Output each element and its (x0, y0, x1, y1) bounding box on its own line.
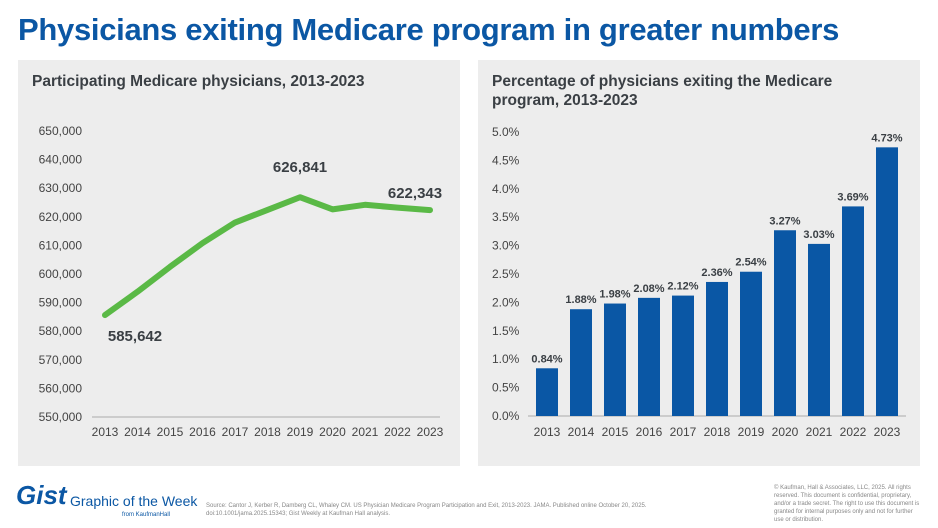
bar (808, 243, 830, 416)
x-tick-label: 2022 (384, 425, 411, 439)
y-tick-label: 630,000 (39, 181, 83, 195)
x-tick-label: 2023 (417, 425, 444, 439)
bar (774, 230, 796, 416)
x-tick-label: 2023 (874, 425, 901, 439)
y-tick-label: 4.5% (492, 153, 520, 167)
bar (604, 303, 626, 416)
data-label: 0.84% (531, 353, 562, 365)
x-tick-label: 2013 (92, 425, 119, 439)
data-label: 2.54% (735, 257, 766, 269)
data-label: 1.98% (599, 289, 630, 301)
line-chart-panel: Participating Medicare physicians, 2013-… (18, 60, 460, 466)
bar (706, 281, 728, 416)
data-label: 3.69% (837, 191, 868, 203)
data-label: 585,642 (108, 328, 162, 345)
bar (876, 147, 898, 416)
x-tick-label: 2018 (704, 425, 731, 439)
y-tick-label: 4.0% (492, 182, 520, 196)
x-tick-label: 2019 (287, 425, 314, 439)
x-tick-label: 2017 (222, 425, 249, 439)
y-tick-label: 610,000 (39, 238, 83, 252)
x-tick-label: 2017 (670, 425, 697, 439)
y-tick-label: 0.0% (492, 409, 520, 423)
data-label: 626,841 (273, 159, 327, 176)
x-tick-label: 2018 (254, 425, 281, 439)
y-tick-label: 1.5% (492, 324, 520, 338)
x-tick-label: 2021 (352, 425, 379, 439)
y-tick-label: 600,000 (39, 267, 83, 281)
y-tick-label: 3.5% (492, 210, 520, 224)
y-tick-label: 640,000 (39, 153, 83, 167)
bar (672, 295, 694, 416)
x-tick-label: 2020 (772, 425, 799, 439)
data-label: 3.27% (769, 215, 800, 227)
y-tick-label: 620,000 (39, 210, 83, 224)
line-chart-title: Participating Medicare physicians, 2013-… (32, 73, 365, 90)
y-tick-label: 3.0% (492, 239, 520, 253)
y-tick-label: 2.0% (492, 295, 520, 309)
y-tick-label: 5.0% (492, 125, 520, 139)
x-tick-label: 2015 (602, 425, 629, 439)
x-tick-label: 2019 (738, 425, 765, 439)
bar-chart-title: Percentage of physicians exiting the Med… (492, 73, 833, 109)
x-tick-label: 2015 (157, 425, 184, 439)
data-label: 2.36% (701, 267, 732, 279)
data-label: 3.03% (803, 229, 834, 241)
y-tick-label: 560,000 (39, 381, 83, 395)
y-tick-label: 2.5% (492, 267, 520, 281)
copyright-note: © Kaufman, Hall & Associates, LLC, 2025.… (774, 485, 920, 523)
from-kaufmanhall: from KaufmanHall (122, 512, 171, 518)
y-tick-label: 550,000 (39, 410, 83, 424)
bar (842, 206, 864, 416)
y-tick-label: 0.5% (492, 381, 520, 395)
data-label: 1.88% (565, 294, 596, 306)
bar (638, 297, 660, 416)
data-label: 4.73% (871, 132, 902, 144)
data-label: 2.08% (633, 283, 664, 295)
x-tick-label: 2021 (806, 425, 833, 439)
gist-logo: Gist (16, 480, 67, 510)
y-tick-label: 1.0% (492, 352, 520, 366)
x-tick-label: 2016 (189, 425, 216, 439)
x-tick-label: 2013 (534, 425, 561, 439)
x-tick-label: 2014 (568, 425, 595, 439)
y-tick-label: 650,000 (39, 124, 83, 138)
x-tick-label: 2022 (840, 425, 867, 439)
y-tick-label: 570,000 (39, 353, 83, 367)
bar (740, 271, 762, 416)
bar (536, 368, 558, 416)
x-tick-label: 2014 (124, 425, 151, 439)
data-label: 622,343 (388, 185, 442, 202)
x-tick-label: 2020 (319, 425, 346, 439)
y-tick-label: 590,000 (39, 296, 83, 310)
data-label: 2.12% (667, 281, 698, 293)
x-tick-label: 2016 (636, 425, 663, 439)
y-tick-label: 580,000 (39, 324, 83, 338)
bar (570, 309, 592, 416)
page-title: Physicians exiting Medicare program in g… (18, 12, 840, 47)
source-note: Source: Cantor J, Kerber R, Damberg CL, … (206, 503, 647, 517)
graphic-of-week-label: Graphic of the Week (70, 493, 198, 509)
line-series (102, 194, 433, 319)
